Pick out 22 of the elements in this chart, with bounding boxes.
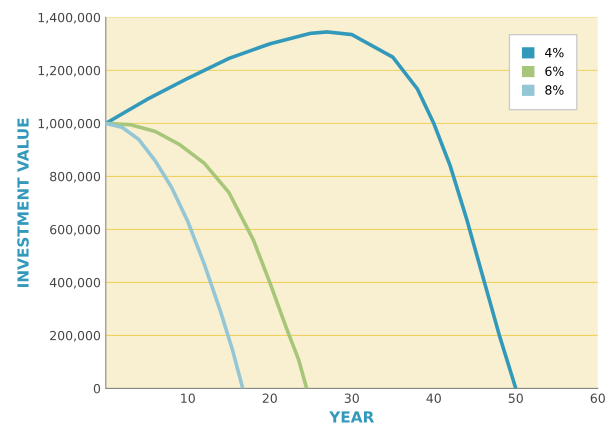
y-tick-label: 1,200,000 (38, 66, 100, 77)
x-tick-label: 40 (426, 394, 441, 403)
line-series (106, 122, 245, 388)
y-tick-label: 0 (94, 384, 100, 394)
y-tick-label: 400,000 (50, 278, 100, 289)
line-series (106, 122, 308, 388)
x-tick-label: 20 (262, 394, 277, 403)
y-tick-label: 600,000 (50, 224, 100, 236)
legend-label: 6% (545, 66, 564, 76)
y-tick-label: 200,000 (50, 330, 100, 342)
x-axis-title: YEAR (329, 411, 374, 423)
legend-label: 4% (545, 48, 564, 58)
x-tick-label: 10 (181, 394, 195, 403)
x-tick-label: 30 (344, 394, 359, 403)
x-tick-label: 50 (508, 394, 523, 403)
y-tick-label: 800,000 (50, 172, 100, 183)
y-tick-label: 1,400,000 (38, 12, 100, 24)
y-axis-title: INVESTMENT VALUE (17, 118, 29, 287)
x-tick-label: 60 (590, 394, 605, 403)
legend-label: 8% (545, 85, 564, 95)
y-tick-label: 1,000,000 (38, 118, 100, 130)
line-series (106, 30, 518, 388)
